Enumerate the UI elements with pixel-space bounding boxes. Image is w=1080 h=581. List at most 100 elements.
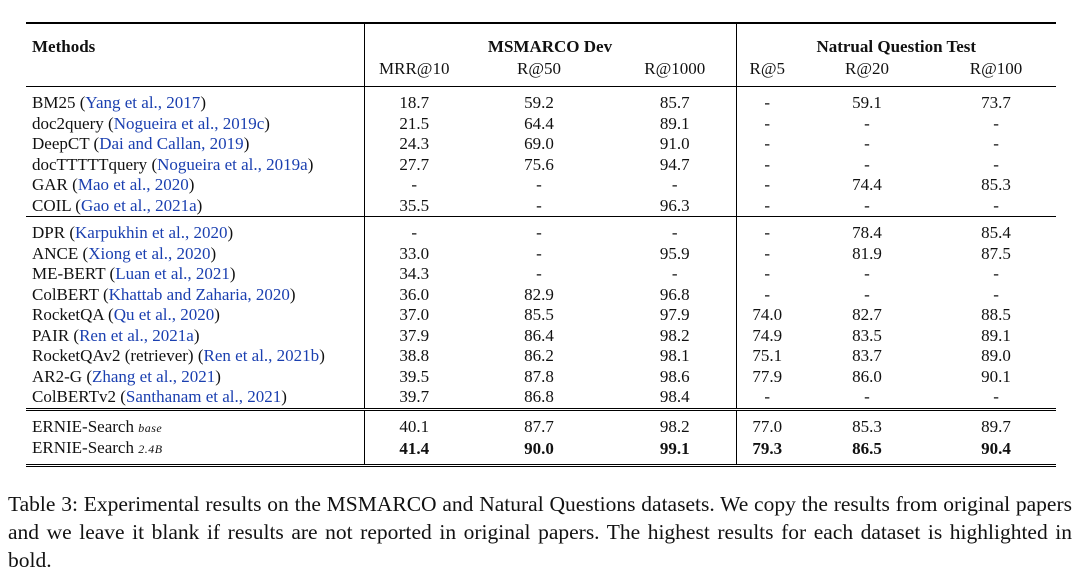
value-text: 94.7	[659, 154, 690, 174]
value-text: -	[671, 264, 678, 283]
value-text: -	[536, 223, 542, 242]
value-cell: 75.1	[736, 346, 798, 367]
value-cell: -	[798, 264, 936, 285]
table-row: RocketQA (Qu et al., 2020) 37.0 85.5 97.9 74…	[26, 305, 1056, 326]
value-text: -	[993, 134, 999, 153]
citation-link[interactable]: Ren et al., 2021a	[79, 325, 194, 345]
citation-link[interactable]: Khattab and Zaharia, 2020	[108, 284, 290, 304]
col-header-r100: R@100	[969, 59, 1023, 78]
method-cell: ME-BERT (Luan et al., 2021)	[26, 264, 365, 285]
table-row: COIL (Gao et al., 2021a) 35.5 - 96.3 - - -	[26, 195, 1056, 217]
value-text: 85.3	[981, 175, 1011, 194]
citation-link[interactable]: Nogueira et al., 2019c	[113, 113, 265, 133]
method-subscript: base	[138, 420, 163, 435]
value-text: 90.1	[981, 366, 1011, 386]
value-text: 75.1	[752, 346, 783, 365]
method-cell: DPR (Karpukhin et al., 2020)	[26, 216, 365, 244]
value-text: 59.1	[852, 93, 882, 112]
value-text: -	[864, 387, 870, 406]
table-row: DeepCT (Dai and Callan, 2019) 24.3 69.0 91.…	[26, 134, 1056, 155]
value-text: 87.7	[524, 417, 554, 436]
value-cell: 39.5	[364, 367, 464, 388]
value-cell: -	[614, 175, 737, 196]
value-cell: 59.2	[464, 86, 614, 114]
value-text: -	[536, 195, 542, 215]
value-text: 87.5	[981, 243, 1011, 263]
value-text: -	[764, 134, 771, 153]
col-header-mrr10: MRR@10	[379, 59, 450, 78]
method-cell: COIL (Gao et al., 2021a)	[26, 195, 365, 217]
value-text: -	[993, 387, 999, 406]
value-text: -	[864, 264, 870, 283]
value-cell: 86.2	[464, 346, 614, 367]
value-text: 86.4	[524, 325, 554, 345]
value-cell: -	[464, 196, 614, 217]
value-text: -	[764, 175, 771, 194]
value-cell: -	[936, 285, 1056, 306]
method-name: COIL	[32, 195, 72, 215]
value-cell: 82.9	[464, 285, 614, 306]
citation-link[interactable]: Nogueira et al., 2019a	[157, 154, 308, 174]
value-text: 74.4	[852, 175, 882, 194]
value-text: 85.5	[524, 305, 554, 324]
value-cell: 21.5	[364, 114, 464, 135]
value-text: 37.9	[399, 325, 430, 345]
value-cell: 89.1	[936, 326, 1056, 347]
value-cell: 85.3	[936, 175, 1056, 196]
header-row-metrics: MRR@10 R@50 R@1000 R@5 R@20 R@100	[26, 58, 1056, 87]
method-cell: GAR (Mao et al., 2020)	[26, 175, 365, 196]
value-text: 98.1	[659, 346, 690, 365]
method-name: RocketQAv2 (retriever)	[32, 346, 194, 365]
value-text: 83.7	[852, 346, 882, 365]
value-cell: -	[736, 86, 799, 114]
citation-link[interactable]: Karpukhin et al., 2020	[75, 223, 228, 242]
method-cell: ColBERT (Khattab and Zaharia, 2020)	[26, 284, 365, 305]
table-caption: Table 3: Experimental results on the MSM…	[8, 492, 1072, 572]
value-text: -	[993, 113, 999, 133]
value-text: 86.0	[852, 366, 882, 386]
method-name: BM25	[32, 93, 76, 112]
value-text: 85.4	[981, 223, 1011, 242]
method-name: DeepCT	[32, 134, 90, 153]
value-cell: 90.0	[464, 438, 614, 467]
value-cell: 99.1	[614, 438, 737, 467]
citation-link[interactable]: Mao et al., 2020	[77, 175, 189, 194]
value-text: 38.8	[399, 346, 430, 365]
citation-link[interactable]: Qu et al., 2020	[113, 305, 215, 324]
value-text: -	[671, 175, 678, 194]
table-row: DPR (Karpukhin et al., 2020) - - - - 78.4 85.4	[26, 216, 1057, 244]
value-cell: 40.1	[364, 407, 464, 438]
citation-link[interactable]: Xiong et al., 2020	[88, 243, 211, 263]
citation-link[interactable]: Dai and Callan, 2019	[99, 134, 244, 153]
value-cell: 98.6	[614, 366, 737, 387]
value-text: 34.3	[399, 264, 430, 283]
value-cell: 64.4	[464, 114, 614, 135]
value-text: 74.0	[752, 305, 783, 324]
value-text: 85.7	[659, 93, 690, 112]
method-name: ANCE	[32, 243, 79, 263]
value-cell: -	[364, 175, 464, 196]
value-text: 27.7	[399, 154, 430, 174]
citation-link[interactable]: Santhanam et al., 2021	[125, 387, 282, 406]
table-row: PAIR (Ren et al., 2021a) 37.9 86.4 98.2 74.9…	[26, 325, 1056, 347]
value-text: -	[411, 175, 418, 194]
value-text: 95.9	[659, 243, 690, 263]
value-cell: 89.7	[936, 407, 1057, 438]
citation-link[interactable]: Yang et al., 2017	[85, 93, 201, 112]
value-text: -	[864, 284, 870, 304]
value-cell: -	[936, 134, 1056, 155]
value-cell: -	[798, 114, 936, 135]
value-text: 89.1	[981, 325, 1011, 345]
value-text: -	[764, 387, 771, 406]
value-cell: 79.3	[736, 438, 799, 467]
value-text: 21.5	[399, 113, 430, 133]
value-cell: 74.4	[798, 175, 936, 196]
citation-link[interactable]: Gao et al., 2021a	[80, 195, 197, 215]
value-text: -	[764, 195, 771, 215]
method-cell: ANCE (Xiong et al., 2020)	[26, 243, 365, 264]
citation-link[interactable]: Ren et al., 2021b	[203, 346, 320, 365]
citation-link[interactable]: Luan et al., 2021	[115, 264, 230, 283]
citation-link[interactable]: Zhang et al., 2021	[91, 366, 216, 386]
value-text: 73.7	[981, 93, 1011, 112]
value-cell: -	[736, 216, 799, 244]
